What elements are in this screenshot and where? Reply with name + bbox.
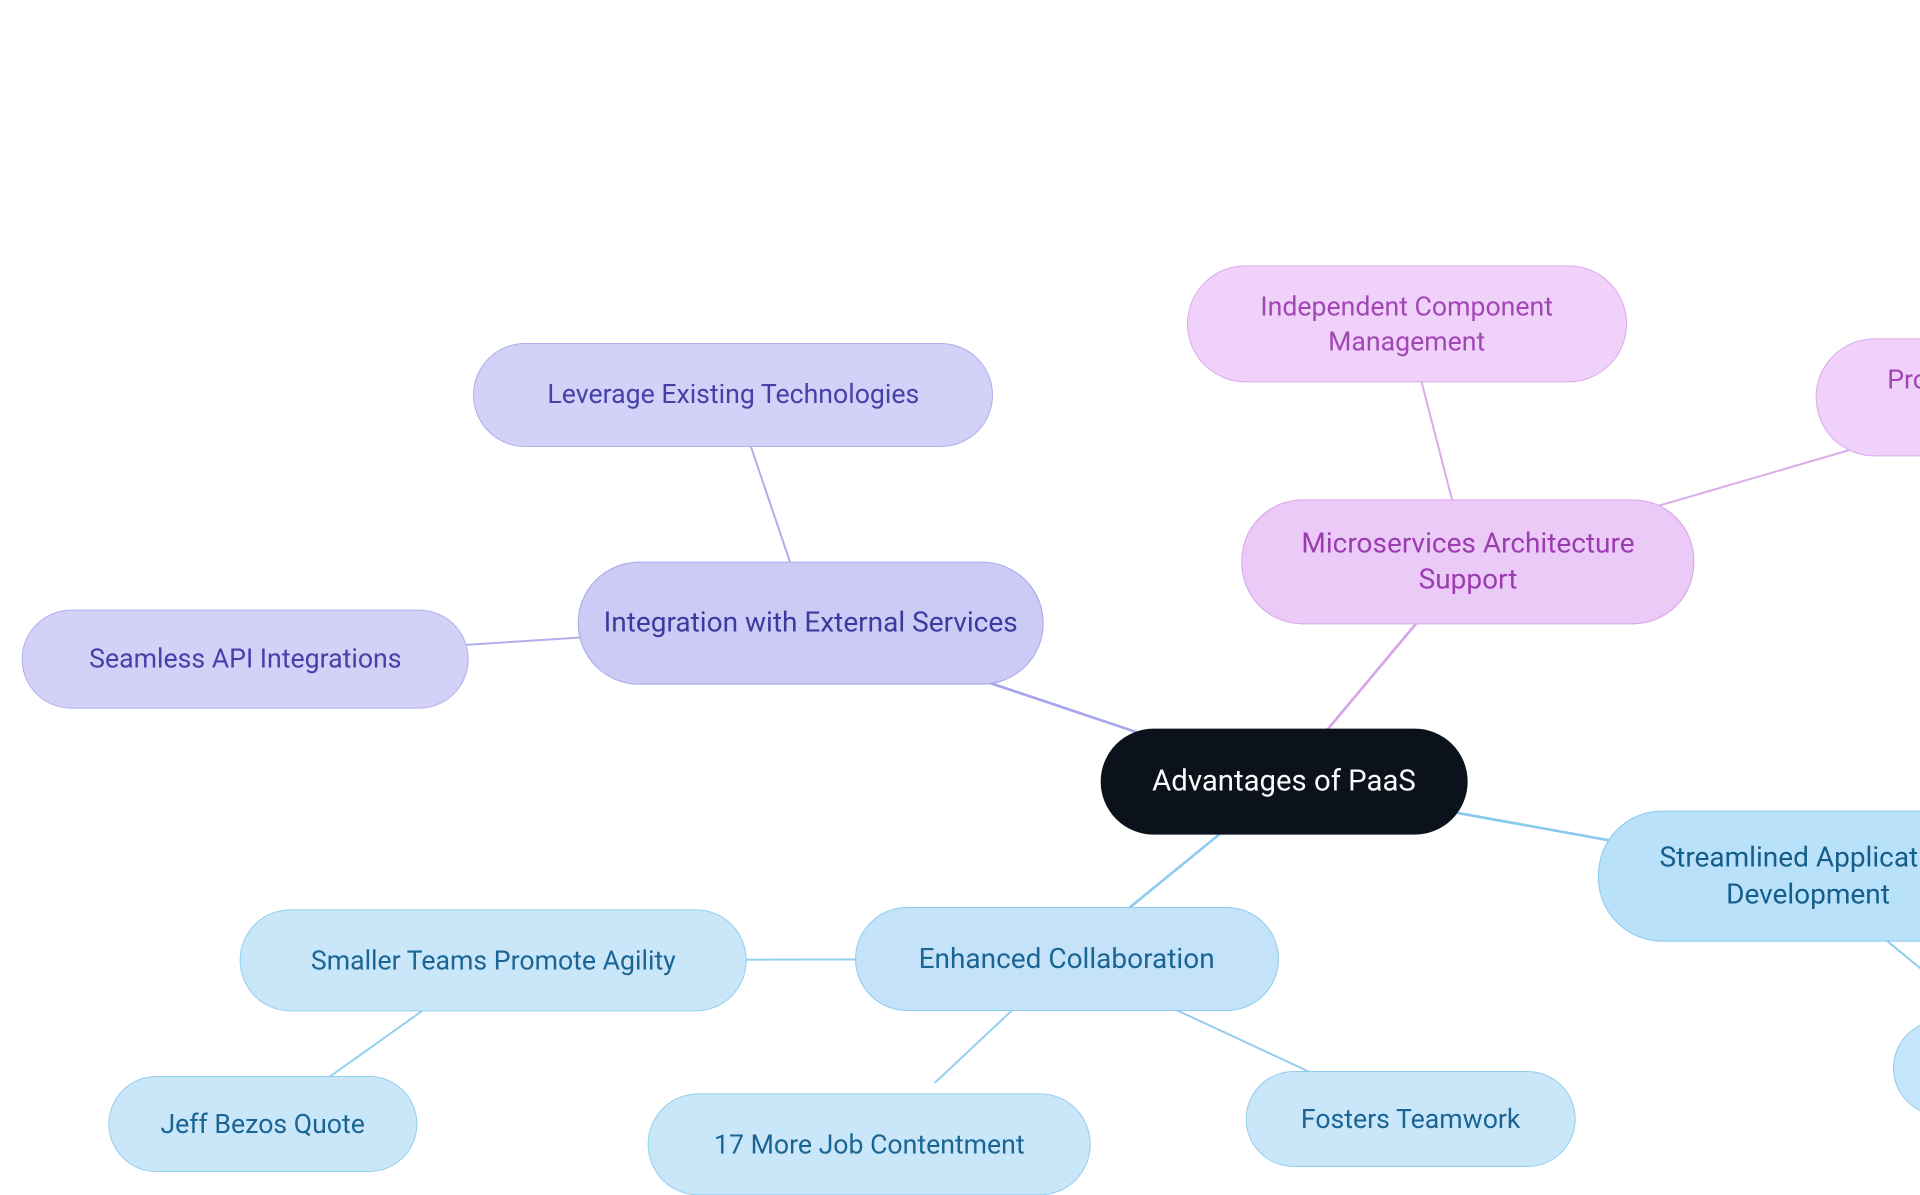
node-smaller: Smaller Teams Promote Agility [240,910,747,1011]
node-leverage: Leverage Existing Technologies [473,343,993,447]
node-seamless: Seamless API Integrations [22,610,469,709]
node-contentment: 17 More Job Contentment [648,1094,1091,1195]
node-root: Advantages of PaaS [1101,728,1468,835]
node-microservices: Microservices Architecture Support [1241,499,1694,624]
node-focuscoding: Focus on Coding [1893,1020,1920,1116]
node-integration: Integration with External Services [577,561,1044,684]
node-streamlined: Streamlined Application Development [1598,811,1920,942]
node-teamwork: Fosters Teamwork [1245,1071,1576,1167]
node-enhanced: Enhanced Collaboration [855,907,1279,1011]
mindmap-canvas: Advantages of PaaS Streamlined Applicati… [0,0,1920,1083]
node-bezos: Jeff Bezos Quote [108,1076,417,1172]
node-flexibility: Promotes Flexibility and Scalability [1816,339,1920,456]
node-independent: Independent Component Management [1187,265,1627,382]
